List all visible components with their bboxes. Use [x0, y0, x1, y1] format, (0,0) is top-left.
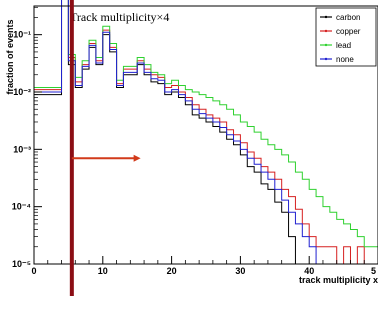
legend-marker-copper — [324, 29, 328, 33]
x-tick-label: 40 — [304, 266, 314, 276]
y-axis-label: fraction of events — [5, 19, 15, 94]
legend-marker-carbon — [324, 15, 328, 19]
x-axis-label: track multiplicity x — [299, 275, 378, 285]
overlay-layer — [69, 0, 141, 296]
x-tick-label: 0 — [31, 266, 36, 276]
legend-label-copper: copper — [336, 27, 361, 36]
arrow-head — [133, 154, 141, 162]
plot-frame — [33, 5, 378, 265]
y-tick-label: 10⁻² — [13, 87, 31, 97]
y-tick-label: 10⁻³ — [13, 144, 31, 154]
annotation-label: Track multiplicity×4 — [70, 10, 169, 24]
y-tick-label: 10⁻¹ — [13, 30, 31, 40]
x-tick-label: 20 — [167, 266, 177, 276]
y-tick-label: 10⁻⁴ — [12, 202, 31, 212]
legend-label-none: none — [336, 55, 354, 64]
series-none — [33, 0, 378, 265]
legend-label-lead: lead — [336, 41, 351, 50]
series-layer — [33, 0, 378, 265]
legend-label-carbon: carbon — [336, 13, 360, 22]
axes-layer: 0 10 20 30 40 5 10⁻⁵ 10⁻⁴ 10⁻³ 10⁻² 10⁻¹ — [12, 6, 378, 276]
legend: carbon copper lead none — [315, 7, 377, 67]
legend-marker-lead — [324, 43, 328, 47]
x-tick-label: 30 — [235, 266, 245, 276]
y-tick-label: 10⁻⁵ — [12, 259, 31, 269]
x-tick-label: 10 — [98, 266, 108, 276]
legend-marker-none — [324, 57, 328, 61]
x-tick-label: 5 — [371, 266, 376, 276]
